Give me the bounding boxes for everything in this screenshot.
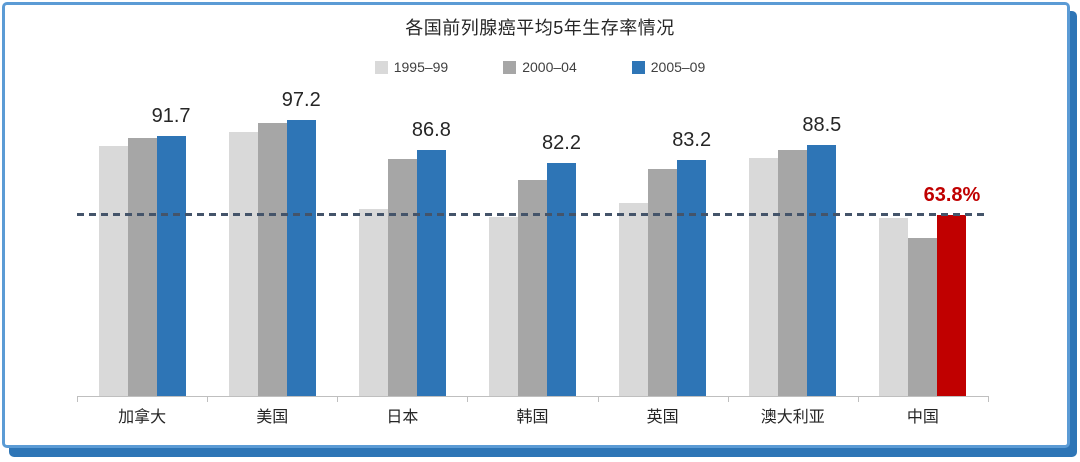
x-axis-labels: 加拿大 美国 日本 韩国 英国 澳大利亚 中国 <box>77 403 988 427</box>
legend-label: 2000–04 <box>522 59 577 75</box>
axis-tick <box>337 396 339 402</box>
value-label: 63.8% <box>923 183 981 206</box>
value-label: 82.2 <box>542 131 581 154</box>
bar-group: 91.7 <box>77 105 207 396</box>
legend: 1995–99 2000–04 2005–09 <box>0 59 1080 75</box>
bar-group: 63.8% <box>858 112 988 396</box>
axis-tick <box>727 396 729 402</box>
legend-label: 1995–99 <box>393 59 449 75</box>
bar <box>778 149 808 396</box>
bar <box>908 237 938 396</box>
category-label: 加拿大 <box>118 409 167 426</box>
axis-tick <box>988 396 989 402</box>
category-label: 美国 <box>256 409 289 426</box>
bar <box>648 168 678 396</box>
plot-area: 91.7 97.2 86.8 82.2 83.2 88.5 63.8% <box>77 89 989 402</box>
bar <box>518 180 548 396</box>
axis-tick <box>857 396 859 402</box>
axis-tick <box>207 396 209 402</box>
value-label: 91.7 <box>151 104 191 127</box>
bar <box>358 208 388 396</box>
bar-group: 97.2 <box>207 89 337 396</box>
bar <box>387 158 417 396</box>
bar-group: 88.5 <box>728 112 858 396</box>
bar <box>98 146 128 396</box>
bar <box>879 218 909 396</box>
category-label: 韩国 <box>516 409 549 426</box>
axis-tick <box>467 396 469 402</box>
chart-title: 各国前列腺癌平均5年生存率情况 <box>405 18 675 38</box>
bar <box>807 144 837 396</box>
category-label: 英国 <box>646 409 679 426</box>
value-label: 88.5 <box>802 113 842 136</box>
bar <box>547 162 577 396</box>
category-label: 中国 <box>906 409 939 426</box>
legend-item: 2000–04 <box>503 59 577 75</box>
bar <box>749 158 779 396</box>
bar-groups: 91.7 97.2 86.8 82.2 83.2 88.5 63.8% <box>77 89 988 396</box>
category-label: 日本 <box>386 409 419 426</box>
legend-item: 1995–99 <box>374 59 449 75</box>
value-label: 86.8 <box>411 118 451 141</box>
bar <box>286 120 316 396</box>
legend-item: 2005–09 <box>631 59 706 75</box>
legend-swatch-icon <box>374 60 388 74</box>
bar <box>416 149 446 396</box>
category-label: 澳大利亚 <box>760 409 825 426</box>
bar-group: 82.2 <box>467 112 597 396</box>
axis-tick <box>77 396 78 402</box>
reference-line <box>77 212 988 216</box>
value-label: 83.2 <box>672 128 712 151</box>
bar <box>619 202 649 396</box>
bar-group: 83.2 <box>598 112 728 396</box>
legend-swatch-icon <box>631 60 645 74</box>
bar <box>489 216 519 396</box>
legend-swatch-icon <box>503 60 517 74</box>
bar <box>156 135 186 396</box>
bar <box>677 159 707 396</box>
value-label: 97.2 <box>281 89 321 111</box>
legend-label: 2005–09 <box>650 59 706 75</box>
bar <box>228 132 258 396</box>
bar <box>257 122 287 396</box>
x-axis-line <box>77 396 988 397</box>
bar <box>937 214 967 396</box>
bar-group: 86.8 <box>337 112 467 396</box>
axis-tick <box>597 396 599 402</box>
bar <box>127 137 157 396</box>
